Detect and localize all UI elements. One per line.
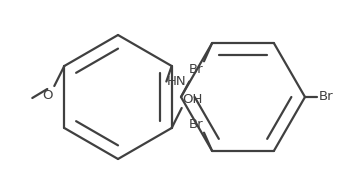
Text: HN: HN bbox=[166, 75, 186, 88]
Text: OH: OH bbox=[183, 93, 203, 106]
Text: O: O bbox=[42, 89, 52, 102]
Text: Br: Br bbox=[189, 63, 203, 76]
Text: Br: Br bbox=[189, 118, 203, 131]
Text: Br: Br bbox=[319, 91, 334, 104]
